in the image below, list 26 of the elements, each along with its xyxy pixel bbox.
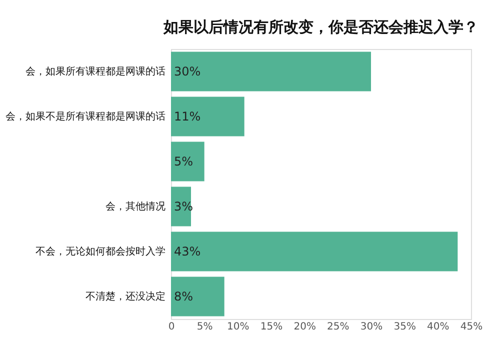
x-tick-label: 40% xyxy=(427,322,450,332)
bar xyxy=(171,232,458,272)
x-tick-label: 0 xyxy=(168,322,175,332)
data-label: 30% xyxy=(174,64,201,78)
bar xyxy=(171,276,224,316)
x-tick-label: 35% xyxy=(394,322,416,332)
bar xyxy=(171,96,244,136)
data-label: 5% xyxy=(174,154,194,168)
x-tick-label: 45% xyxy=(460,322,483,332)
x-tick-label: 15% xyxy=(260,322,283,332)
y-tick-label: 不会，无论如何都会按时入学 xyxy=(36,246,166,258)
x-tick-label: 25% xyxy=(327,322,350,332)
data-label: 43% xyxy=(174,244,201,258)
x-tick-label: 30% xyxy=(360,322,383,332)
y-tick-label: 不清楚，还没决定 xyxy=(86,290,166,302)
x-tick-label: 20% xyxy=(294,322,316,332)
x-tick-label: 5% xyxy=(196,322,213,332)
bar xyxy=(171,142,204,182)
data-label: 8% xyxy=(174,290,194,304)
data-label: 11% xyxy=(174,110,201,124)
y-tick-label: 会，其他情况 xyxy=(106,200,166,212)
y-tick-label: 会，如果所有课程都是网课的话 xyxy=(26,66,166,78)
bar xyxy=(171,52,371,92)
y-tick-label: 会，如果不是所有课程都是网课的话 xyxy=(6,110,166,122)
chart-title: 如果以后情况有所改变，你是否还会推迟入学？ xyxy=(162,18,478,36)
x-tick-label: 10% xyxy=(227,322,250,332)
